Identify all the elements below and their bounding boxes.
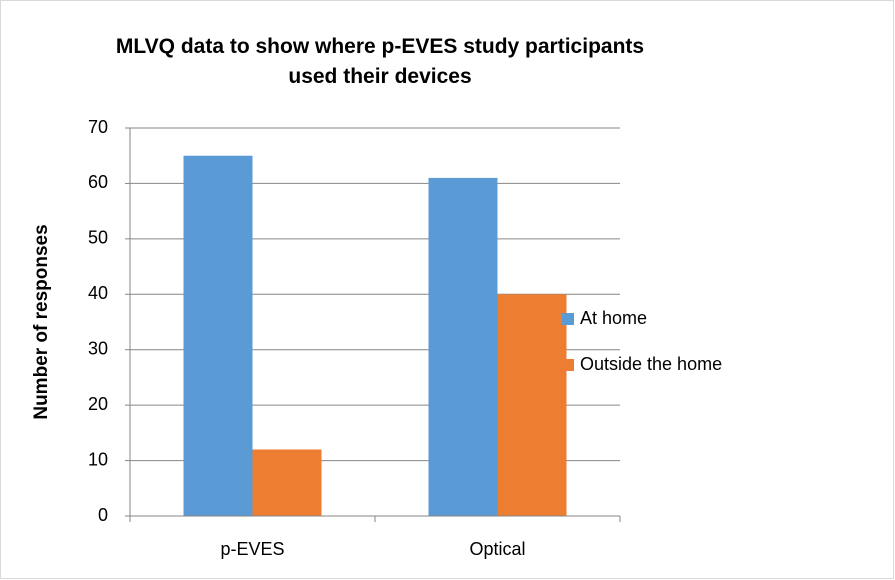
- x-tick-label: p-EVES: [220, 539, 284, 559]
- y-tick-label: 60: [88, 172, 108, 192]
- bar: [428, 177, 498, 516]
- legend-label: Outside the home: [580, 354, 722, 374]
- y-tick-label: 10: [88, 449, 108, 469]
- y-tick-label: 0: [98, 505, 108, 525]
- x-tick-label: Optical: [469, 539, 525, 559]
- legend-swatch: [562, 359, 574, 371]
- legend-label: At home: [580, 308, 647, 328]
- bar: [497, 294, 567, 516]
- y-tick-label: 40: [88, 283, 108, 303]
- y-axis-label: Number of responses: [31, 224, 52, 419]
- y-tick-label: 20: [88, 394, 108, 414]
- chart-title: MLVQ data to show where p-EVES study par…: [115, 35, 645, 88]
- bar: [252, 449, 322, 516]
- y-tick-label: 50: [88, 228, 108, 248]
- y-tick-label: 30: [88, 338, 108, 358]
- bar: [183, 155, 253, 516]
- legend-swatch: [562, 313, 574, 325]
- y-tick-label: 70: [88, 117, 108, 137]
